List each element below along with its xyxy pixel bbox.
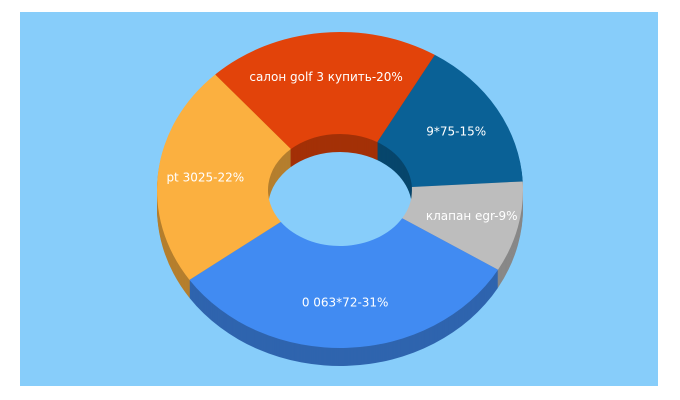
slice-label: 0 063*72-31% (302, 295, 389, 309)
slice (402, 181, 523, 270)
slice (189, 218, 499, 349)
slice-label: 9*75-15% (426, 124, 486, 138)
slice-label: pt 3025-22% (166, 170, 244, 184)
slice-label: клапан egr-9% (426, 209, 518, 223)
slice-label: салон golf 3 купить-20% (249, 70, 402, 84)
slice (377, 54, 523, 187)
slice (157, 74, 291, 280)
slice (215, 31, 435, 150)
